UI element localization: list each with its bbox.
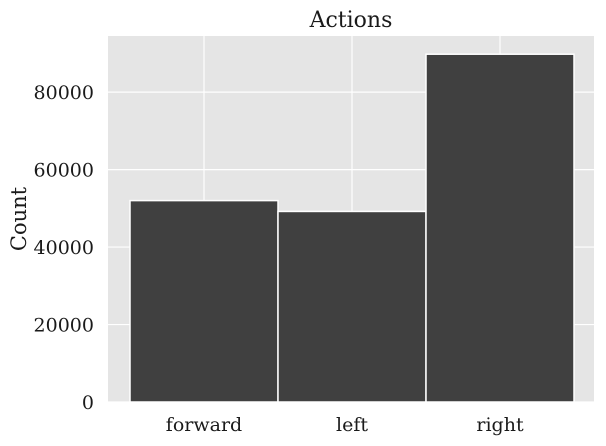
y-tick-label-2: 40000 bbox=[34, 237, 94, 259]
y-tick-label-4: 80000 bbox=[34, 82, 94, 104]
x-tick-label-right: right bbox=[476, 414, 524, 436]
chart-title: Actions bbox=[309, 8, 393, 33]
x-tick-label-forward: forward bbox=[166, 414, 242, 436]
x-tick-label-left: left bbox=[336, 414, 368, 436]
y-axis-label: Count bbox=[7, 186, 31, 251]
y-tick-label-1: 20000 bbox=[34, 315, 94, 337]
x-tick-labels: forward left right bbox=[166, 414, 524, 436]
y-tick-label-0: 0 bbox=[82, 392, 94, 414]
y-tick-label-3: 60000 bbox=[34, 160, 94, 182]
bar-right bbox=[425, 53, 575, 403]
bars bbox=[129, 53, 575, 403]
bar-left bbox=[277, 210, 427, 403]
bar-forward bbox=[129, 199, 279, 403]
y-tick-labels: 0 20000 40000 60000 80000 bbox=[34, 82, 94, 414]
